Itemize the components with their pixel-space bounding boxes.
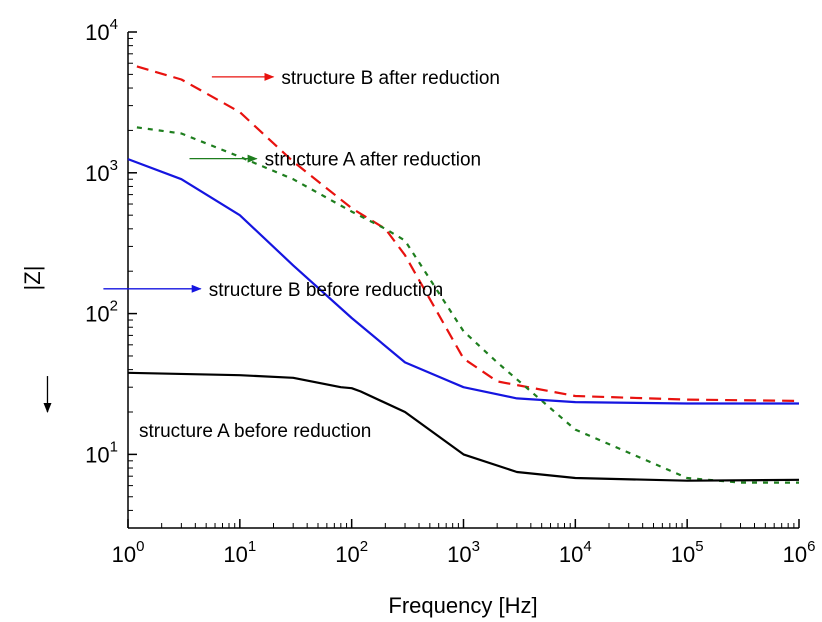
annotation-label: structure B before reduction [209,280,443,301]
y-tick-base: 10 [85,20,109,45]
annotation-label: structure A before reduction [139,421,371,442]
x-tick-label: 106 [783,538,816,567]
y-tick-base: 10 [85,161,109,186]
y-tick-label: 104 [85,16,118,45]
x-tick-base: 10 [335,542,359,567]
y-tick-base: 10 [85,442,109,467]
x-tick-label: 104 [559,538,592,567]
series-line-4 [127,371,800,482]
y-tick-label: 103 [85,157,118,186]
x-tick-exponent: 2 [360,538,368,555]
chart-annotations: structure B after reduction structure A a… [43,68,500,442]
x-axis-title: Frequency [Hz] [388,593,537,618]
x-tick-base: 10 [112,542,136,567]
x-tick-exponent: 3 [472,538,480,555]
x-tick-exponent: 6 [807,538,815,555]
y-tick-exponent: 3 [110,157,118,174]
x-tick-exponent: 4 [583,538,591,555]
x-tick-base: 10 [559,542,583,567]
x-tick-base: 10 [447,542,471,567]
x-tick-base: 10 [671,542,695,567]
x-tick-label: 103 [447,538,480,567]
x-tick-label: 102 [335,538,368,567]
x-tick-exponent: 1 [248,538,256,555]
chart-series [127,65,800,484]
y-tick-base: 10 [85,302,109,327]
y-tick-exponent: 2 [110,298,118,315]
y-tick-exponent: 4 [110,16,118,33]
series-line-2 [136,126,799,484]
x-tick-label: 100 [112,538,145,567]
y-axis-title: |Z| [20,266,45,291]
series-line-1 [136,65,800,402]
y-tick-label: 101 [85,438,118,467]
y-tick-label: 102 [85,298,118,327]
x-tick-exponent: 5 [695,538,703,555]
x-tick-base: 10 [783,542,807,567]
x-tick-label: 105 [671,538,704,567]
x-tick-base: 10 [223,542,247,567]
annotation-label: structure B after reduction [281,68,500,89]
series-line-3 [127,158,799,405]
y-tick-exponent: 1 [110,438,118,455]
x-tick-exponent: 0 [136,538,144,555]
annotation-label: structure A after reduction [265,150,482,171]
x-tick-label: 101 [223,538,256,567]
